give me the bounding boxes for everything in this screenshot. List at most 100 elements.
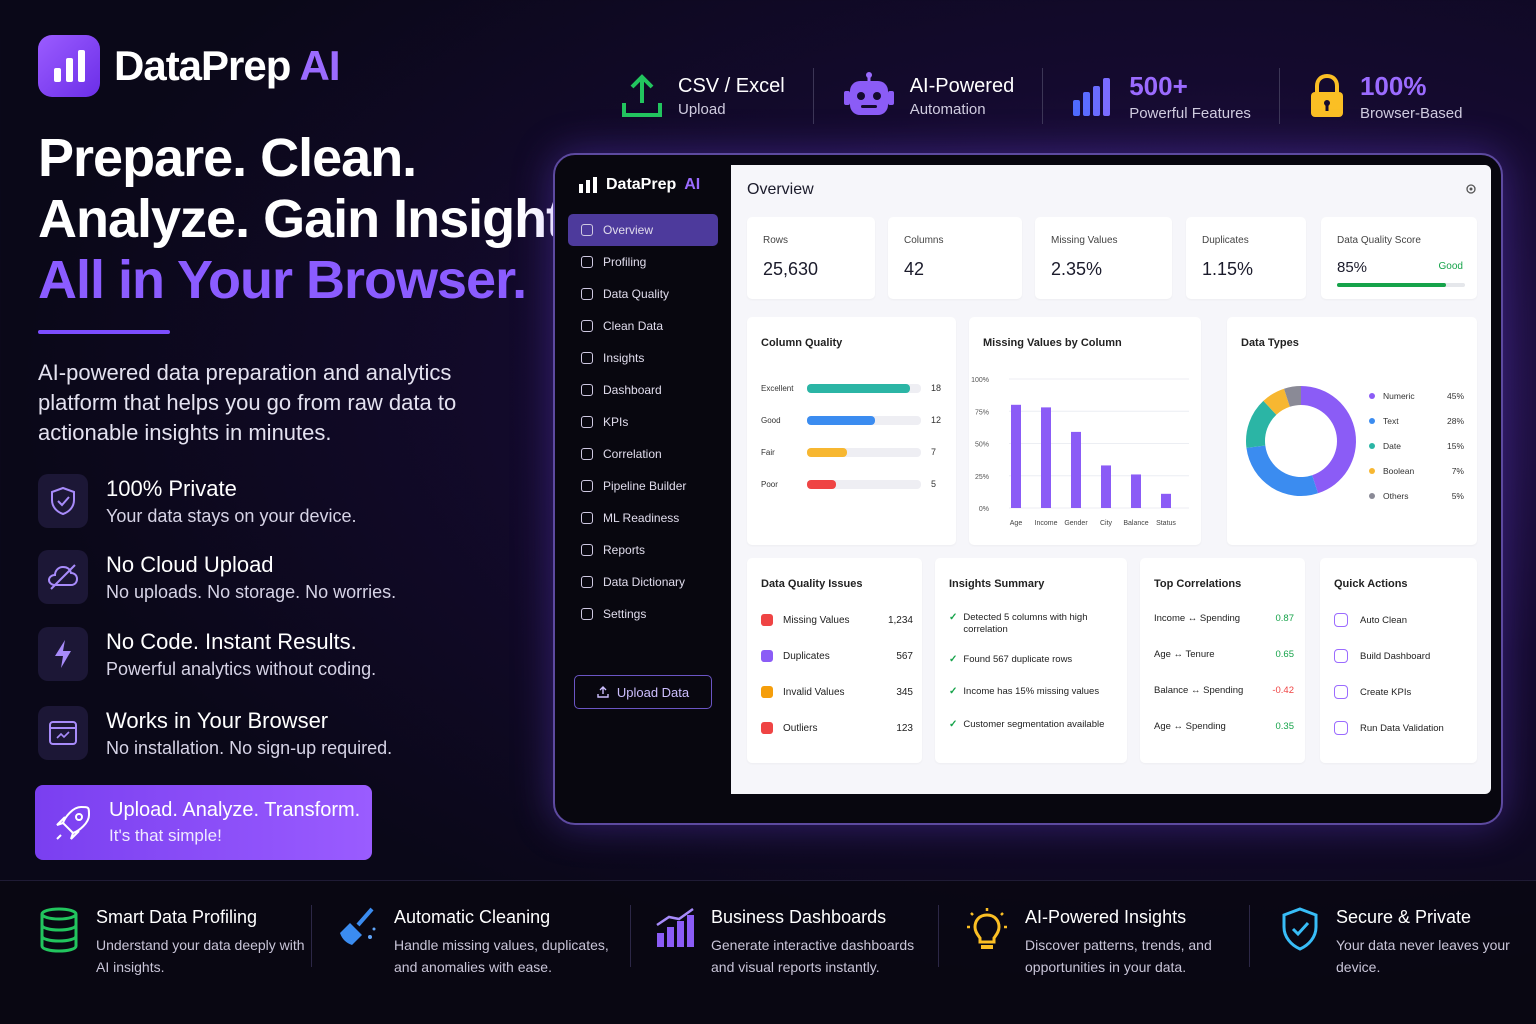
issue-row[interactable]: Missing Values 1,234 <box>761 614 913 626</box>
issue-icon <box>761 614 773 626</box>
sidebar-item-insights[interactable]: Insights <box>568 342 718 374</box>
sidebar-item-clean-data[interactable]: Clean Data <box>568 310 718 342</box>
correlation-row: Age ↔ Spending 0.35 <box>1154 721 1294 732</box>
sidebar-item-data-dictionary[interactable]: Data Dictionary <box>568 566 718 598</box>
issue-row[interactable]: Invalid Values 345 <box>761 686 913 698</box>
legend-item: Date 15% <box>1369 441 1464 451</box>
pipeline-builder-icon <box>581 480 593 492</box>
bar <box>1101 465 1111 508</box>
quality-count: 5 <box>931 479 937 489</box>
x-tick-label: Age <box>1010 520 1023 527</box>
quick-action-create-kpis[interactable]: Create KPIs <box>1334 685 1411 699</box>
quick-action-run-data-validation[interactable]: Run Data Validation <box>1334 721 1444 735</box>
sidebar-item-settings[interactable]: Settings <box>568 598 718 630</box>
quick-action-auto-clean[interactable]: Auto Clean <box>1334 613 1407 627</box>
issue-count: 123 <box>896 722 913 734</box>
quality-bar <box>807 479 921 489</box>
settings-icon[interactable] <box>1465 183 1477 195</box>
legend-label: Numeric <box>1383 391 1415 401</box>
sidebar-item-data-quality[interactable]: Data Quality <box>568 278 718 310</box>
hero-line-3: All in Your Browser. <box>38 250 527 310</box>
data-types-chart: Data Types Numeric 45% Text 28% Date 15% Boole… <box>1227 317 1477 545</box>
dashboard-icon <box>581 384 593 396</box>
sidebar-item-label: Dashboard <box>603 383 662 397</box>
sidebar-item-label: Data Quality <box>603 287 670 301</box>
sidebar-item-label: Clean Data <box>603 319 664 333</box>
check-icon: ✓ <box>949 686 958 697</box>
stat-upload: CSV / Excel Upload <box>620 73 813 119</box>
lightbulb-icon <box>967 908 1007 949</box>
issue-count: 1,234 <box>887 614 913 626</box>
quality-label: Excellent <box>761 383 794 393</box>
y-tick-label: 100% <box>971 377 989 384</box>
top-correlations-card: Top Correlations Income ↔ Spending 0.87 Ag… <box>1140 558 1305 763</box>
clean-data-icon <box>581 320 593 332</box>
no-cloud-icon <box>38 550 88 604</box>
create-kpis-icon <box>1334 685 1348 699</box>
shield-check-icon <box>38 474 88 528</box>
feature-desc: Powerful analytics without coding. <box>106 659 377 679</box>
issue-label: Duplicates <box>783 650 830 662</box>
correlation-row: Income ↔ Spending 0.87 <box>1154 613 1294 624</box>
quality-count: 18 <box>930 383 941 393</box>
legend-label: Others <box>1383 491 1409 501</box>
sidebar-item-ml-readiness[interactable]: ML Readiness <box>568 502 718 534</box>
legend-label: Text <box>1383 416 1399 426</box>
cta-banner[interactable]: Upload. Analyze. Transform. It's that sim… <box>35 785 372 860</box>
top-stats: CSV / Excel Upload AI-Powered Automation 5… <box>620 68 1490 124</box>
upload-data-button[interactable]: Upload Data <box>574 675 712 709</box>
feature-title: No Code. Instant Results. <box>106 629 357 654</box>
lock-icon <box>1310 73 1343 117</box>
bar-chart-icon <box>1073 78 1111 116</box>
upload-icon <box>597 686 609 698</box>
insight-text: Customer segmentation available <box>963 719 1105 730</box>
sidebar-item-label: Overview <box>603 223 654 237</box>
quality-count: 7 <box>931 447 937 457</box>
metric-quality-score: Data Quality Score 85% Good <box>1321 217 1477 299</box>
quick-action-build-dashboard[interactable]: Build Dashboard <box>1334 649 1430 663</box>
pie-slice <box>1284 386 1301 407</box>
sidebar-item-profiling[interactable]: Profiling <box>568 246 718 278</box>
feature-desc: No uploads. No storage. No worries. <box>106 582 397 602</box>
feature-title: Works in Your Browser <box>106 708 329 733</box>
column-quality-card: Column Quality Excellent 18 Good 12 Fair 7 Poo… <box>747 317 956 545</box>
brand-name: DataPrep AI <box>114 42 341 89</box>
build-dashboard-icon <box>1334 649 1348 663</box>
sidebar-item-label: KPIs <box>603 415 629 429</box>
issue-row[interactable]: Outliers 123 <box>761 722 913 734</box>
feature-title: No Cloud Upload <box>106 552 274 577</box>
sidebar-item-dashboard[interactable]: Dashboard <box>568 374 718 406</box>
sidebar-item-overview[interactable]: Overview <box>568 214 718 246</box>
bar <box>1071 431 1081 508</box>
sidebar-item-kpis[interactable]: KPIs <box>568 406 718 438</box>
feature-browser: Works in Your Browser No installation. No… <box>38 706 392 760</box>
insight-row: ✓ Income has 15% missing values <box>949 686 1119 698</box>
profiling-icon <box>581 256 593 268</box>
quality-count: 12 <box>930 415 941 425</box>
legend-value: 28% <box>1446 416 1464 426</box>
legend-label: Date <box>1383 441 1401 451</box>
correlation-pair: Income ↔ Spending <box>1154 613 1241 624</box>
quick-action-label: Auto Clean <box>1360 614 1408 626</box>
legend-item: Numeric 45% <box>1369 391 1464 401</box>
bar <box>1131 474 1141 508</box>
sidebar-item-reports[interactable]: Reports <box>568 534 718 566</box>
x-tick-label: Gender <box>1064 520 1088 527</box>
quality-label: Poor <box>761 479 778 489</box>
issue-icon <box>761 722 773 734</box>
legend-value: 5% <box>1451 491 1464 501</box>
sidebar-item-correlation[interactable]: Correlation <box>568 438 718 470</box>
y-tick-label: 75% <box>975 409 989 416</box>
quality-bar <box>807 415 921 425</box>
stat-ai: AI-Powered Automation <box>814 71 1043 121</box>
metric-missing: Missing Values 2.35% <box>1035 217 1172 299</box>
quality-bar-fill <box>807 447 847 457</box>
sidebar-item-pipeline-builder[interactable]: Pipeline Builder <box>568 470 718 502</box>
issue-row[interactable]: Duplicates 567 <box>761 650 913 662</box>
run-data-validation-icon <box>1334 721 1348 735</box>
metric-columns: Columns 42 <box>888 217 1022 299</box>
y-tick-label: 50% <box>975 442 989 449</box>
issue-icon <box>761 650 773 662</box>
feature-no-cloud: No Cloud Upload No uploads. No storage. N… <box>38 550 396 604</box>
quality-label: Fair <box>761 447 775 457</box>
